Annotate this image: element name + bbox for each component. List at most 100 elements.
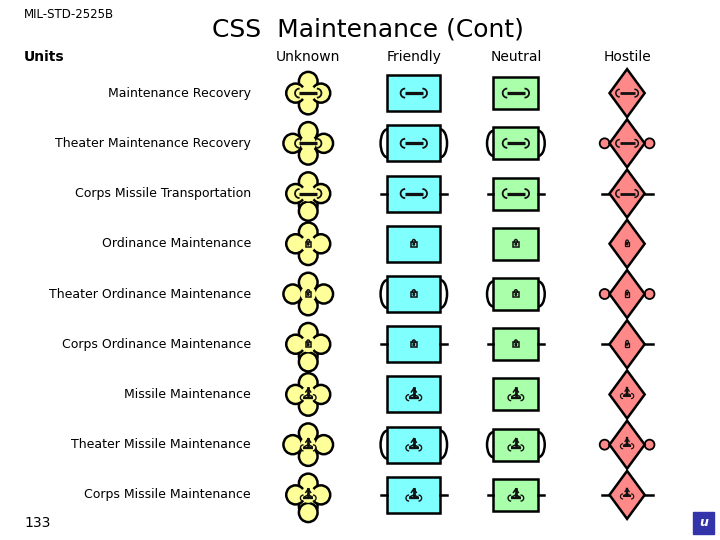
FancyBboxPatch shape [493,429,539,461]
FancyBboxPatch shape [387,125,440,161]
Circle shape [299,396,318,416]
Circle shape [300,437,316,453]
Circle shape [300,487,316,503]
Text: Neutral: Neutral [490,50,541,64]
Text: MIL-STD-2525B: MIL-STD-2525B [24,8,114,21]
FancyBboxPatch shape [387,427,440,463]
Circle shape [626,293,629,295]
FancyBboxPatch shape [493,127,539,159]
FancyBboxPatch shape [387,326,440,362]
Circle shape [644,138,654,149]
Circle shape [600,138,610,149]
FancyBboxPatch shape [493,379,539,410]
FancyBboxPatch shape [493,178,539,210]
Circle shape [626,343,629,346]
Circle shape [312,234,330,253]
Text: Friendly: Friendly [387,50,441,64]
FancyBboxPatch shape [387,176,440,212]
Text: 133: 133 [24,516,50,530]
Circle shape [307,343,310,346]
FancyBboxPatch shape [493,77,539,109]
Circle shape [299,373,318,392]
Circle shape [299,346,318,366]
Circle shape [287,385,305,404]
Circle shape [299,352,318,372]
Circle shape [299,201,318,221]
Circle shape [299,474,318,492]
Circle shape [300,387,316,402]
Polygon shape [610,170,644,218]
Circle shape [315,285,333,303]
Text: Maintenance Recovery: Maintenance Recovery [108,86,251,99]
Circle shape [315,134,333,153]
Circle shape [413,243,415,246]
Text: Corps Ordinance Maintenance: Corps Ordinance Maintenance [62,338,251,350]
Circle shape [299,246,318,265]
Circle shape [312,84,330,103]
Polygon shape [610,421,644,469]
Circle shape [287,234,305,253]
Circle shape [299,423,318,442]
FancyBboxPatch shape [493,228,539,260]
Circle shape [299,122,318,141]
FancyBboxPatch shape [387,75,440,111]
Circle shape [284,134,302,153]
FancyBboxPatch shape [387,477,440,513]
Circle shape [299,195,318,215]
Circle shape [307,243,310,246]
Circle shape [299,72,318,91]
Circle shape [312,385,330,404]
Text: Corps Missile Maintenance: Corps Missile Maintenance [84,488,251,501]
Polygon shape [610,270,644,318]
FancyBboxPatch shape [493,328,539,360]
FancyBboxPatch shape [493,278,539,310]
Text: Ordinance Maintenance: Ordinance Maintenance [102,237,251,250]
Circle shape [299,447,318,466]
Circle shape [514,343,518,346]
FancyBboxPatch shape [387,226,440,262]
Circle shape [307,293,310,296]
Circle shape [600,440,610,450]
Circle shape [315,435,333,454]
Polygon shape [610,119,644,167]
Circle shape [287,84,305,103]
Circle shape [299,95,318,114]
Text: Theater Missile Maintenance: Theater Missile Maintenance [71,438,251,451]
Text: Corps Missile Transportation: Corps Missile Transportation [75,187,251,200]
Text: Hostile: Hostile [603,50,651,64]
Polygon shape [610,69,644,117]
FancyBboxPatch shape [387,276,440,312]
Polygon shape [610,471,644,519]
FancyBboxPatch shape [493,479,539,511]
Text: Missile Maintenance: Missile Maintenance [124,388,251,401]
Circle shape [287,485,305,504]
Circle shape [299,145,318,165]
Circle shape [413,343,415,346]
Circle shape [300,85,316,101]
Circle shape [514,293,518,296]
Text: Theater Ordinance Maintenance: Theater Ordinance Maintenance [49,287,251,300]
Circle shape [300,136,316,151]
FancyBboxPatch shape [387,376,440,413]
Text: Unknown: Unknown [276,50,341,64]
FancyBboxPatch shape [693,512,714,534]
Circle shape [312,184,330,203]
Circle shape [312,335,330,354]
Text: Units: Units [24,50,65,64]
Circle shape [299,323,318,342]
Circle shape [287,184,305,203]
Polygon shape [610,320,644,368]
Circle shape [600,289,610,299]
Text: u: u [699,516,708,530]
Circle shape [299,296,318,315]
Circle shape [299,222,318,241]
Circle shape [644,440,654,450]
Circle shape [299,172,318,191]
Circle shape [299,503,318,522]
Circle shape [287,335,305,354]
Circle shape [299,497,318,516]
Text: CSS  Maintenance (Cont): CSS Maintenance (Cont) [212,18,524,42]
Circle shape [300,186,316,201]
Circle shape [300,236,316,252]
Circle shape [284,285,302,303]
